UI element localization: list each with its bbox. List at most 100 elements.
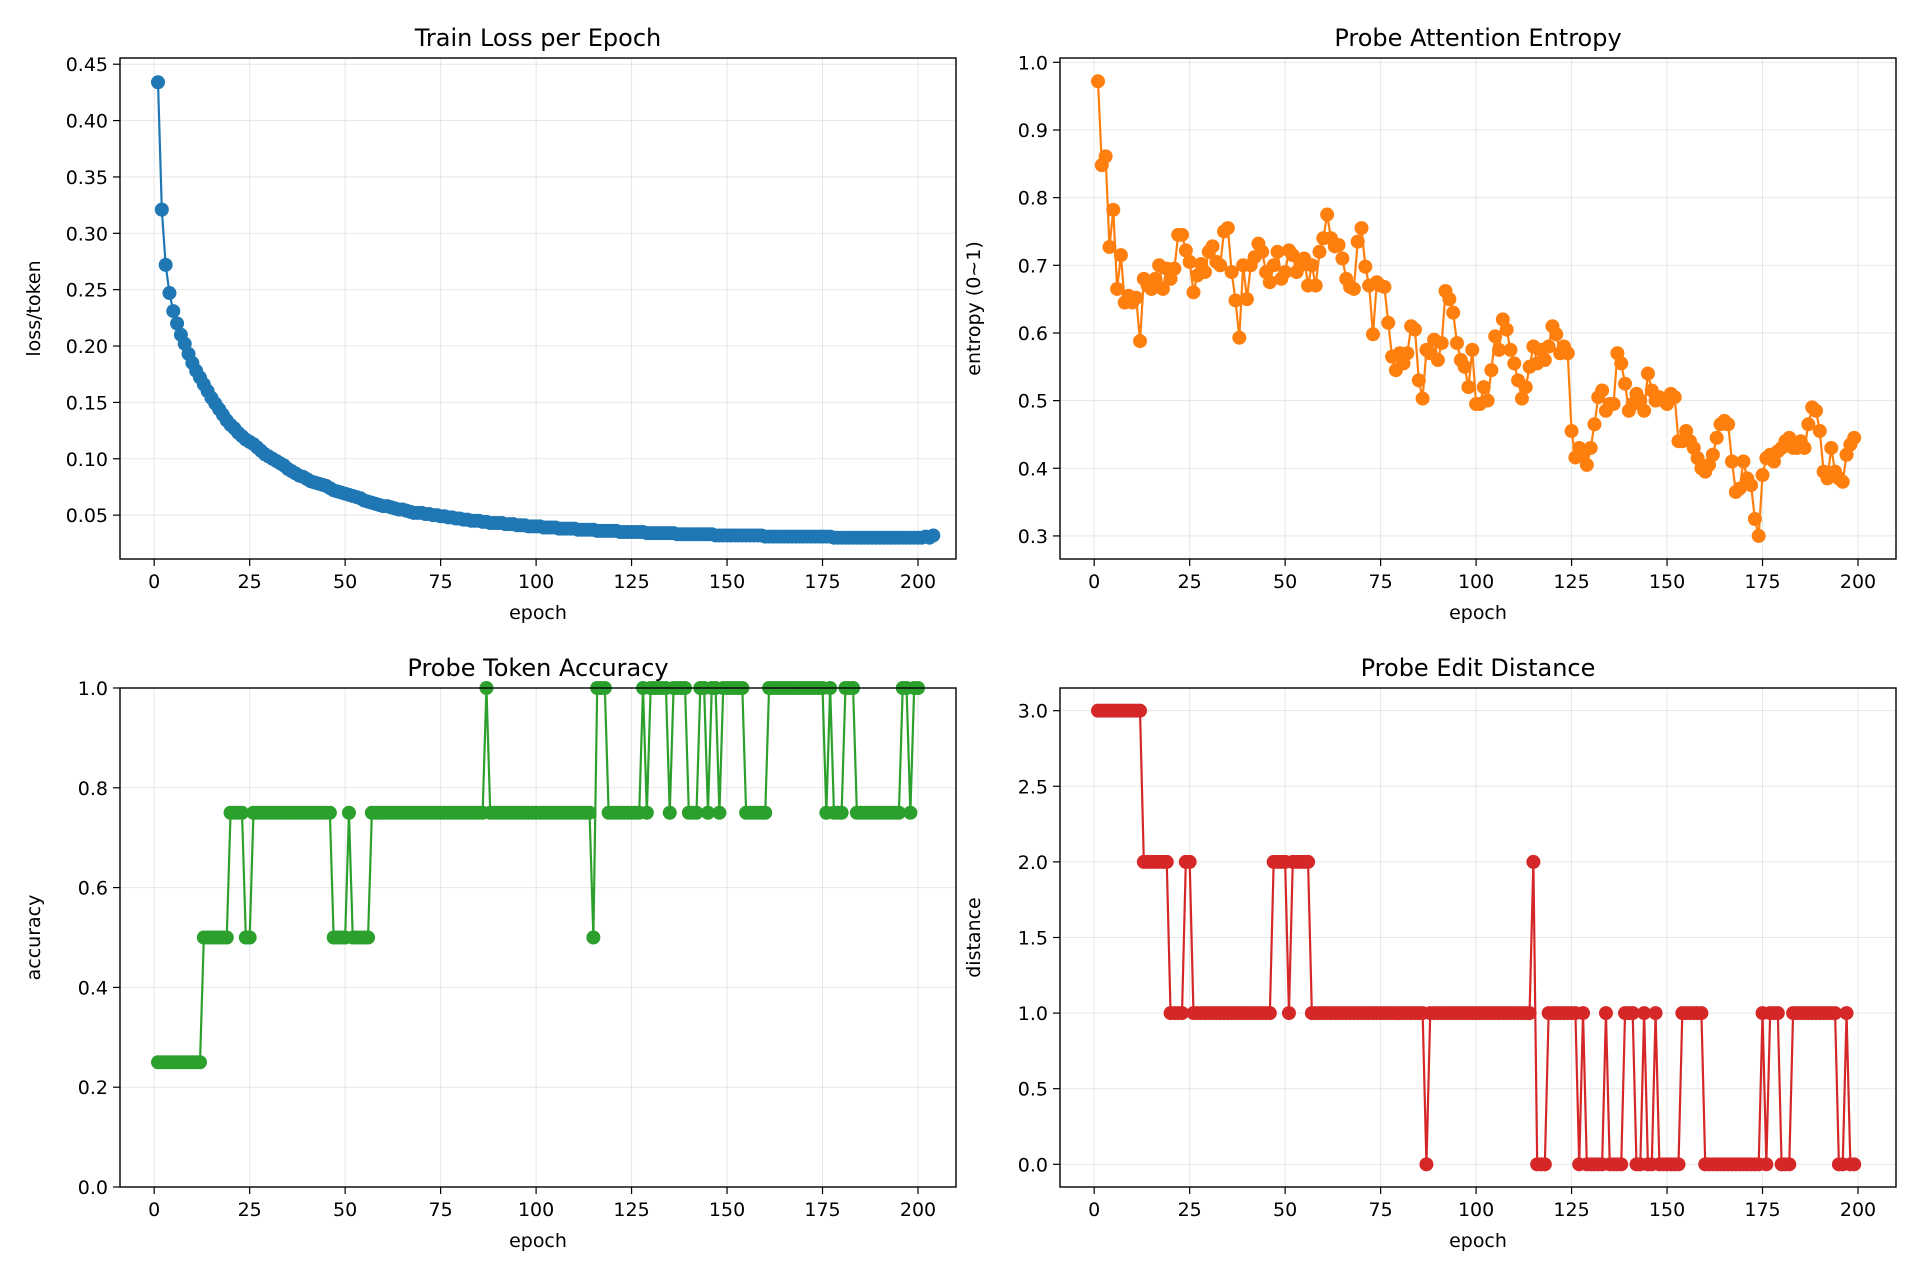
data-point: [1522, 1006, 1537, 1021]
y-tick-label: 2.0: [1018, 852, 1048, 874]
y-tick-label: 0.30: [66, 223, 108, 245]
data-point: [1606, 397, 1621, 411]
y-tick-label: 0.05: [66, 505, 108, 527]
x-tick-label: 150: [1649, 1199, 1685, 1221]
data-point: [1239, 292, 1254, 307]
data-point: [166, 304, 181, 319]
data-point: [758, 805, 773, 820]
panel-train-loss: 0 25 50 75 100 125 150 175 200 0.05 0.10 0.15 0.20 0…: [23, 24, 957, 624]
data-point: [1270, 244, 1285, 259]
data-point: [1335, 251, 1350, 266]
data-point: [662, 805, 677, 820]
y-tick-label: 0.5: [1018, 1079, 1048, 1101]
x-axis-label: epoch: [509, 602, 567, 624]
data-point: [1365, 327, 1380, 342]
data-point: [1354, 221, 1369, 236]
y-tick-label: 0.4: [1018, 458, 1048, 480]
x-tick-label: 125: [1553, 1199, 1589, 1221]
data-point: [1175, 227, 1190, 242]
data-point: [1091, 74, 1105, 89]
x-axis-label: epoch: [1449, 602, 1507, 624]
data-point: [1476, 380, 1491, 395]
data-point: [1278, 265, 1293, 280]
data-point: [1442, 292, 1457, 307]
x-tick-label: 25: [1178, 1199, 1202, 1221]
data-point: [1579, 457, 1594, 472]
data-point: [1801, 417, 1816, 432]
x-tick-label: 0: [148, 1199, 160, 1221]
x-tick-label: 75: [1369, 1199, 1393, 1221]
data-point: [1465, 342, 1480, 357]
data-point: [1411, 373, 1426, 388]
data-point: [1449, 336, 1464, 351]
x-tick-label: 200: [900, 1199, 936, 1221]
x-tick-label: 0: [1088, 571, 1100, 593]
data-point: [1213, 258, 1228, 273]
y-tick-label: 0.8: [78, 778, 108, 800]
x-tick-label: 100: [1458, 1199, 1494, 1221]
data-point: [1186, 285, 1201, 300]
x-tick-label: 100: [1458, 571, 1494, 593]
data-point: [891, 805, 906, 820]
data-point: [1507, 356, 1522, 371]
x-tick-label: 100: [518, 1199, 554, 1221]
data-point: [1175, 1006, 1190, 1021]
data-point: [1220, 221, 1235, 236]
data-point: [1182, 254, 1197, 269]
data-point: [1197, 265, 1212, 280]
data-point: [1549, 327, 1564, 342]
x-tick-label: 150: [709, 1199, 745, 1221]
y-tick-label: 0.3: [1018, 526, 1048, 548]
data-point: [1537, 353, 1552, 368]
x-tick-label: 0: [1088, 1199, 1100, 1221]
y-tick-label: 0.20: [66, 336, 108, 358]
data-point: [1724, 454, 1739, 469]
data-point: [1301, 854, 1316, 869]
x-tick-label: 150: [1649, 571, 1685, 593]
data-point: [1526, 854, 1541, 869]
data-point: [1537, 1157, 1552, 1172]
data-point: [1637, 403, 1652, 418]
data-point: [1148, 271, 1163, 286]
data-point: [1182, 854, 1197, 869]
y-tick-label: 2.5: [1018, 776, 1048, 798]
x-axis-label: epoch: [509, 1230, 567, 1252]
data-point: [1266, 258, 1281, 273]
data-point: [1232, 330, 1247, 345]
data-point: [1824, 440, 1839, 455]
x-tick-label: 25: [238, 571, 262, 593]
data-point: [341, 805, 356, 820]
axes-frame: [119, 57, 957, 560]
x-tick-label: 75: [1369, 571, 1393, 593]
data-point: [1224, 265, 1239, 280]
data-point: [1751, 528, 1766, 543]
data-point: [1514, 391, 1529, 406]
data-point: [1492, 342, 1507, 357]
panel-attention-entropy: 0 25 50 75 100 125 150 175 200 0.3 0.4 0.5 0.6 0.7 0.…: [963, 24, 1897, 624]
x-tick-label: 0: [148, 571, 160, 593]
y-tick-label: 1.0: [1018, 52, 1048, 74]
x-tick-label: 75: [429, 1199, 453, 1221]
y-tick-label: 0.35: [66, 167, 108, 189]
axes-frame: [1059, 57, 1897, 560]
y-axis-label: distance: [963, 897, 985, 978]
data-point: [1694, 1006, 1709, 1021]
y-axis-label: accuracy: [23, 895, 45, 981]
data-point: [1133, 703, 1148, 718]
y-tick-label: 0.15: [66, 392, 108, 414]
data-point: [1419, 1157, 1434, 1172]
data-point: [1625, 1006, 1640, 1021]
chart-title: Probe Token Accuracy: [407, 654, 668, 682]
data-point: [1446, 305, 1461, 320]
x-tick-label: 50: [1273, 571, 1297, 593]
axes-frame: [119, 687, 957, 1188]
x-tick-label: 200: [1840, 1199, 1876, 1221]
y-axis-label: entropy (0~1): [963, 241, 985, 375]
data-point: [689, 805, 704, 820]
data-point: [1812, 424, 1827, 439]
data-point: [1484, 363, 1499, 378]
x-tick-label: 175: [804, 1199, 840, 1221]
data-point: [1262, 1006, 1277, 1021]
data-point: [1583, 440, 1598, 455]
data-point: [1304, 258, 1319, 273]
